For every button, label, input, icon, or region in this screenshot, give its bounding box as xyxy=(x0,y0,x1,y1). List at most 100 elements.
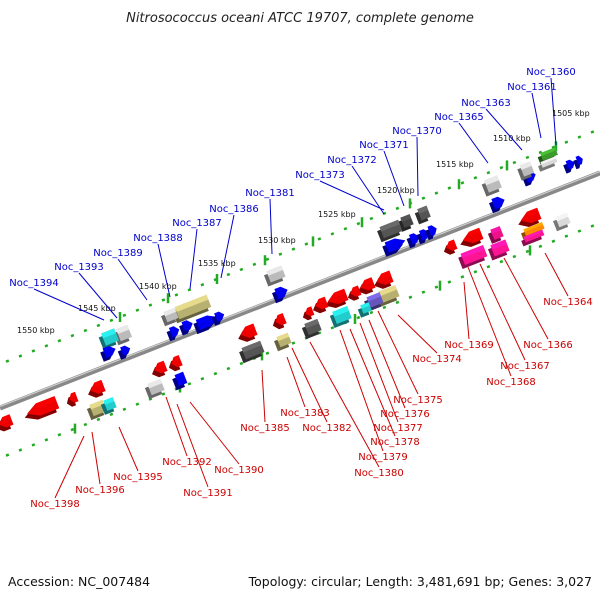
gene-forward-18[interactable] xyxy=(161,307,179,327)
gene-reverse-20[interactable] xyxy=(272,313,287,330)
gene-reverse-0[interactable] xyxy=(518,207,542,227)
gene-label-noc-1369[interactable]: Noc_1369 xyxy=(444,281,494,351)
gene-label-noc-1375[interactable]: Noc_1375 xyxy=(377,310,443,406)
gene-label-noc-1387[interactable]: Noc_1387 xyxy=(172,218,222,290)
gene-forward-14[interactable] xyxy=(425,225,437,241)
gene-label-noc-1366[interactable]: Noc_1366 xyxy=(503,257,573,351)
gene-reverse-12[interactable] xyxy=(325,288,349,308)
gene-label-noc-1396[interactable]: Noc_1396 xyxy=(75,431,125,496)
gene-label-noc-1374[interactable]: Noc_1374 xyxy=(397,314,462,365)
gene-reverse-18[interactable] xyxy=(329,306,352,328)
gene-reverse-3[interactable] xyxy=(521,229,545,247)
gene-label-noc-1365[interactable]: Noc_1365 xyxy=(434,112,489,164)
gene-label-noc-1364[interactable]: Noc_1364 xyxy=(543,252,593,308)
gene-label-noc-1360[interactable]: Noc_1360 xyxy=(526,67,576,146)
gene-label-noc-1389[interactable]: Noc_1389 xyxy=(93,248,148,301)
gene-label-noc-1370[interactable]: Noc_1370 xyxy=(392,126,442,197)
gene-label-noc-1379[interactable]: Noc_1379 xyxy=(339,329,408,463)
gene-reverse-1[interactable] xyxy=(553,212,571,232)
gene-label-noc-1386[interactable]: Noc_1386 xyxy=(209,204,259,279)
gene-reverse-9[interactable] xyxy=(374,270,394,289)
gene-forward-24[interactable] xyxy=(98,328,119,350)
gene-label-noc-1373[interactable]: Noc_1373 xyxy=(295,170,385,211)
gene-reverse-5[interactable] xyxy=(443,239,458,255)
gene-forward-6[interactable] xyxy=(481,175,502,197)
gene-reverse-13[interactable] xyxy=(313,296,329,314)
gene-reverse-25[interactable] xyxy=(152,360,168,378)
gene-reverse-24[interactable] xyxy=(168,355,183,372)
gene-forward-22[interactable] xyxy=(179,320,193,336)
gene-reverse-32[interactable] xyxy=(24,396,60,420)
gene-forward-4[interactable] xyxy=(573,155,583,170)
gene-label-noc-1372[interactable]: Noc_1372 xyxy=(327,155,385,215)
gene-reverse-21[interactable] xyxy=(238,323,258,342)
gene-reverse-30[interactable] xyxy=(86,399,107,421)
gene-forward-8[interactable] xyxy=(414,205,431,225)
gene-reverse-27[interactable] xyxy=(144,378,165,400)
gene-reverse-6[interactable] xyxy=(487,226,504,244)
gene-forward-16[interactable] xyxy=(272,286,288,304)
gene-labels[interactable]: Noc_1360 Noc_1361 Noc_1363 Noc_1365 Noc_1370… xyxy=(9,67,593,510)
gene-forward-26[interactable] xyxy=(117,345,131,360)
gene-label-noc-1382[interactable]: Noc_1382 xyxy=(291,347,352,434)
upper-ruler-track-dot xyxy=(551,145,556,149)
gene-forward-7[interactable] xyxy=(489,196,505,214)
gene-forward-25[interactable] xyxy=(100,346,116,362)
gene-reverse-26[interactable] xyxy=(172,371,188,391)
gene-label-noc-1378[interactable]: Noc_1378 xyxy=(349,328,420,448)
gene-reverse-4[interactable] xyxy=(460,227,484,247)
gene-label-noc-1360-leader xyxy=(550,77,557,146)
gene-label-noc-1377[interactable]: Noc_1377 xyxy=(359,322,423,434)
gene-label-noc-1369-leader xyxy=(463,281,470,340)
gene-label-noc-1391[interactable]: Noc_1391 xyxy=(176,403,233,499)
gene-label-noc-1383[interactable]: Noc_1383 xyxy=(280,356,330,419)
gene-forward-23[interactable] xyxy=(166,326,180,342)
gene-reverse-33[interactable] xyxy=(0,414,14,432)
gene-reverse-19[interactable] xyxy=(301,318,322,340)
gene-forward-5[interactable] xyxy=(517,161,535,181)
gene-reverse-11[interactable] xyxy=(347,285,362,301)
gene-label-noc-1381[interactable]: Noc_1381 xyxy=(245,188,295,255)
gene-label-noc-1390[interactable]: Noc_1390 xyxy=(189,401,264,476)
gene-label-noc-1394[interactable]: Noc_1394 xyxy=(9,278,105,321)
gene-reverse-29[interactable] xyxy=(66,391,79,407)
gene-reverse-14[interactable] xyxy=(302,306,315,321)
gene-label-noc-1398[interactable]: Noc_1398 xyxy=(30,435,85,510)
gene-label-noc-1395[interactable]: Noc_1395 xyxy=(113,426,163,483)
gene-label-noc-1368[interactable]: Noc_1368 xyxy=(467,266,536,388)
gene-reverse-28[interactable] xyxy=(88,379,106,398)
upper-ruler-track-dot xyxy=(44,344,49,348)
gene-reverse-21-shine xyxy=(245,323,255,332)
gene-forward-1[interactable] xyxy=(538,156,558,172)
gene-reverse-8[interactable] xyxy=(458,245,488,269)
gene-forward-19[interactable] xyxy=(113,324,132,346)
gene-label-noc-1381-text: Noc_1381 xyxy=(245,188,295,199)
gene-forward-10[interactable] xyxy=(377,219,403,243)
gene-label-noc-1392[interactable]: Noc_1392 xyxy=(162,396,212,468)
gene-forward-11[interactable] xyxy=(382,238,406,257)
gene-reverse-22[interactable] xyxy=(239,340,265,364)
gene-label-noc-1371[interactable]: Noc_1371 xyxy=(359,140,409,207)
gene-reverse-31[interactable] xyxy=(100,397,117,415)
gene-forward-0[interactable] xyxy=(537,147,558,165)
gene-reverse-10[interactable] xyxy=(358,277,376,295)
gene-label-noc-1388[interactable]: Noc_1388 xyxy=(133,233,183,298)
gene-reverse-17[interactable] xyxy=(357,302,372,318)
lower-ruler-track-dot xyxy=(434,285,439,289)
gene-forward-15[interactable] xyxy=(264,265,286,287)
lower-ruler-track-dot xyxy=(382,305,387,310)
gene-reverse-23[interactable] xyxy=(274,332,292,352)
gene-reverse-7[interactable] xyxy=(488,239,510,261)
gene-reverse-4-face xyxy=(462,227,484,243)
gene-label-noc-1393[interactable]: Noc_1393 xyxy=(54,262,118,319)
gene-label-noc-1363[interactable]: Noc_1363 xyxy=(461,98,523,151)
gene-label-noc-1361[interactable]: Noc_1361 xyxy=(507,82,557,139)
gene-label-noc-1367[interactable]: Noc_1367 xyxy=(479,263,550,372)
gene-forward-3[interactable] xyxy=(563,159,575,174)
gene-forward-17[interactable] xyxy=(172,294,212,324)
gene-forward-12[interactable] xyxy=(406,233,420,249)
gene-label-noc-1385[interactable]: Noc_1385 xyxy=(240,369,290,434)
gene-label-noc-1376[interactable]: Noc_1376 xyxy=(368,319,430,420)
gene-label-noc-1380[interactable]: Noc_1380 xyxy=(309,341,404,479)
gene-forward-21[interactable] xyxy=(211,311,225,326)
